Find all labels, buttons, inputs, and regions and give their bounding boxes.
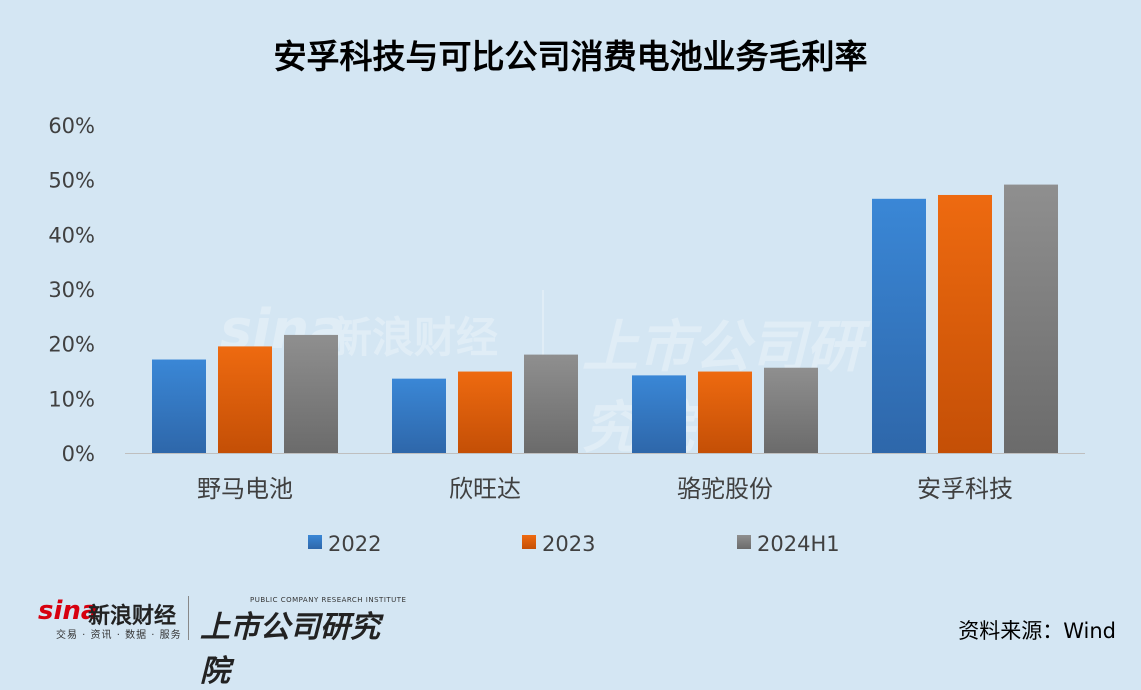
x-tick-label: 野马电池 (197, 475, 293, 503)
bar-2022-0 (152, 359, 206, 453)
bar-chart: 0% 10% 20% 30% 40% 50% 60% 野马电池 欣旺达 骆驼股份 安孚科技 202… (48, 114, 1085, 556)
bar-2024H1-2 (764, 367, 818, 453)
legend-label-2024H1: 2024H1 (757, 532, 840, 556)
y-tick-label: 40% (48, 223, 95, 247)
bar-2023-3 (938, 194, 992, 453)
data-source: 资料来源：Wind (958, 619, 1116, 643)
footer-logo: sina 新浪财经 交易 · 资讯 · 数据 · 服务 PUBLIC COMPA… (38, 594, 408, 689)
y-tick-label: 60% (48, 114, 95, 138)
x-axis: 野马电池 欣旺达 骆驼股份 安孚科技 (197, 475, 1013, 503)
bar-2024H1-1 (524, 354, 578, 453)
bars (152, 184, 1058, 453)
y-tick-label: 20% (48, 333, 95, 357)
y-tick-label: 0% (62, 442, 95, 466)
y-tick-label: 30% (48, 278, 95, 302)
sina-logo: sina (38, 596, 99, 626)
logo-divider (188, 596, 189, 640)
chart-title: 安孚科技与可比公司消费电池业务毛利率 (273, 37, 868, 76)
legend: 2022 2023 2024H1 (308, 532, 840, 556)
bar-2024H1-0 (284, 334, 338, 453)
bar-2023-0 (218, 346, 272, 453)
y-axis: 0% 10% 20% 30% 40% 50% 60% (48, 114, 95, 466)
legend-swatch-2022 (308, 535, 322, 549)
legend-swatch-2024H1 (737, 535, 751, 549)
bar-2022-1 (392, 378, 446, 453)
research-institute-logo: 上市公司研究院 (200, 610, 380, 689)
sina-finance-tagline: 交易 · 资讯 · 数据 · 服务 (56, 630, 182, 641)
legend-swatch-2023 (522, 535, 536, 549)
x-tick-label: 骆驼股份 (677, 475, 773, 503)
x-tick-label: 安孚科技 (917, 475, 1013, 503)
bar-2023-1 (458, 371, 512, 453)
research-institute-english: PUBLIC COMPANY RESEARCH INSTITUTE (250, 596, 407, 604)
x-tick-label: 欣旺达 (449, 475, 521, 503)
bar-2023-2 (698, 371, 752, 453)
y-tick-label: 50% (48, 169, 95, 193)
bar-2022-2 (632, 375, 686, 453)
bar-2022-3 (872, 198, 926, 453)
legend-label-2022: 2022 (328, 532, 381, 556)
bar-2024H1-3 (1004, 184, 1058, 453)
sina-finance-logo: 新浪财经 (88, 604, 177, 629)
legend-label-2023: 2023 (542, 532, 595, 556)
y-tick-label: 10% (48, 387, 95, 411)
